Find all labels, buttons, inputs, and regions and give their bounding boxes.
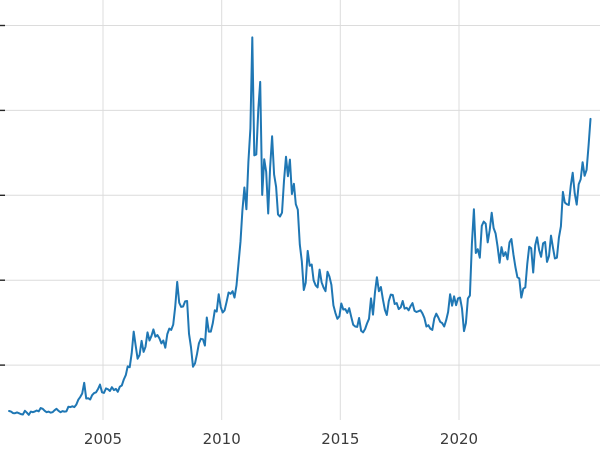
x-tick-label: 2015 [321,430,359,448]
x-tick-label: 2010 [203,430,241,448]
price-series-line [8,36,592,416]
x-tick-label: 2005 [84,430,122,448]
x-tick-label: 2020 [440,430,478,448]
